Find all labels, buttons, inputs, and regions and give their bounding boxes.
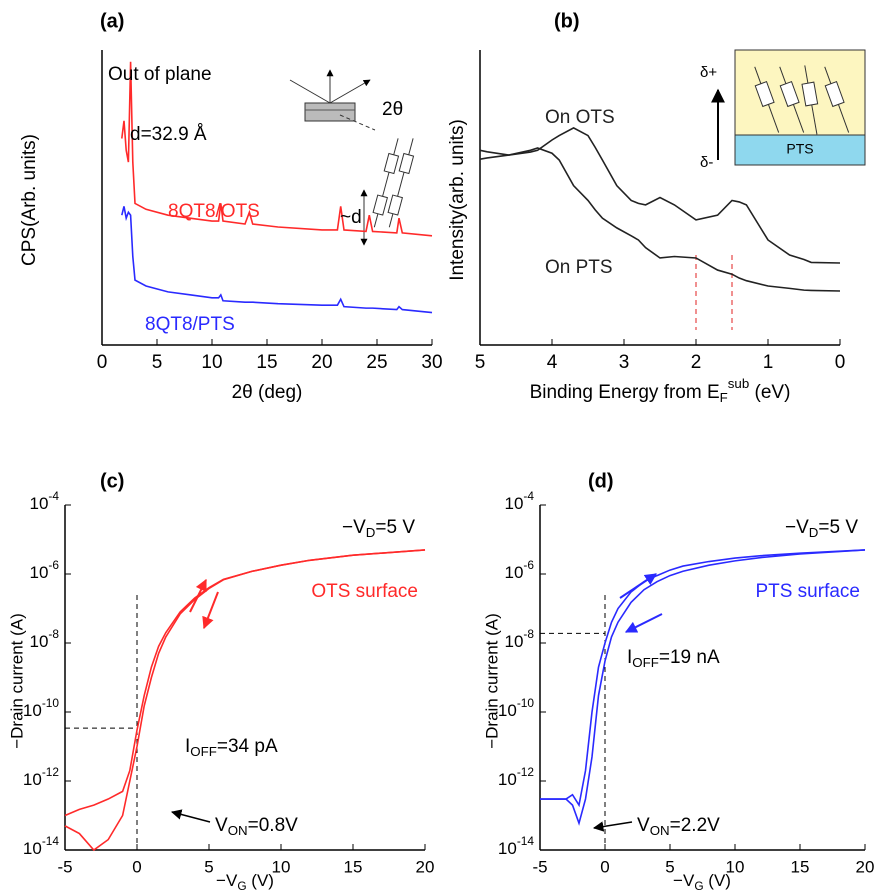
x-tick-label: 3 [619,352,630,373]
y-tick-label: 10-6 [30,558,60,582]
series-line [121,206,433,314]
y-tick-label: 10-10 [498,696,534,720]
annotation: −VD=5 V [342,517,415,540]
y-axis-title: Intensity(arb. units) [447,119,468,281]
inset-xrd [289,69,415,246]
annotation: ~d [340,207,362,228]
annotation: d=32.9 Å [130,124,207,145]
series-line [479,126,841,264]
annotation: −VD=5 V [785,517,858,540]
x-tick-label: 5 [204,857,213,876]
x-tick-label: 20 [311,352,332,373]
x-axis-title: 2θ (deg) [232,382,303,403]
x-axis-title: Binding Energy from EFsub (eV) [530,376,791,405]
y-tick-label: 10-6 [505,558,535,582]
y-tick-label: 10-12 [23,765,59,789]
series-label: 8QT8/PTS [145,314,235,335]
y-axis-title: −Drain current (A) [7,613,26,749]
series-line [540,549,866,808]
y-tick-label: 10-8 [505,627,535,651]
panel-label: (c) [100,470,124,492]
y-tick-label: 10-10 [23,696,59,720]
annotation: Out of plane [108,64,212,85]
x-tick-label: 15 [344,857,363,876]
inset-dipole [711,49,866,166]
y-axis-title: −Drain current (A) [482,613,501,749]
x-tick-label: 10 [726,857,745,876]
x-tick-label: 30 [421,352,442,373]
x-axis-title: −VG (V) [216,871,274,891]
series-label: On PTS [545,257,613,278]
x-tick-label: 10 [201,352,222,373]
x-tick-label: 20 [856,857,875,876]
annotation: PTS [786,141,813,157]
series-line [64,549,426,852]
panel-label: (d) [588,470,614,492]
annotation: IOFF=19 nA [627,647,720,670]
annotation: IOFF=34 pA [185,736,278,759]
x-tick-label: 1 [763,352,774,373]
series-line [479,147,841,292]
series-label: 8QT8/OTS [168,201,260,222]
x-tick-label: 15 [791,857,810,876]
y-tick-label: 10-8 [30,627,60,651]
annotation: 2θ [382,99,403,120]
x-tick-label: 0 [835,352,846,373]
y-tick-label: 10-12 [498,765,534,789]
annotation: VON=0.8V [215,815,298,838]
panel-label: (b) [554,10,580,32]
x-tick-label: 4 [547,352,558,373]
x-tick-label: 2 [691,352,702,373]
x-tick-label: 5 [475,352,486,373]
annotation: VON=2.2V [637,815,720,838]
y-tick-label: 10-14 [498,834,534,858]
y-tick-label: 10-4 [30,489,60,513]
series-line [540,549,866,826]
y-axis-title: CPS(Arb. units) [19,134,40,266]
x-tick-label: -5 [532,857,547,876]
x-tick-label: 15 [256,352,277,373]
arrows [170,573,663,832]
x-tick-label: 10 [272,857,291,876]
annotation: OTS surface [311,581,418,602]
series-label: On OTS [545,107,615,128]
y-tick-label: 10-14 [23,834,59,858]
x-tick-label: 0 [600,857,609,876]
annotation: δ+ [700,64,717,81]
x-tick-label: 0 [132,857,141,876]
x-tick-label: 20 [416,857,435,876]
annotation: PTS surface [755,581,860,602]
annotation: δ- [700,154,713,171]
series-line [121,61,433,237]
x-tick-label: 0 [97,352,108,373]
panel-label: (a) [100,10,124,32]
x-tick-label: 5 [665,857,674,876]
y-tick-label: 10-4 [505,489,535,513]
x-tick-label: -5 [57,857,72,876]
x-axis-title: −VG (V) [673,871,731,891]
x-tick-label: 25 [366,352,387,373]
x-tick-label: 5 [152,352,163,373]
